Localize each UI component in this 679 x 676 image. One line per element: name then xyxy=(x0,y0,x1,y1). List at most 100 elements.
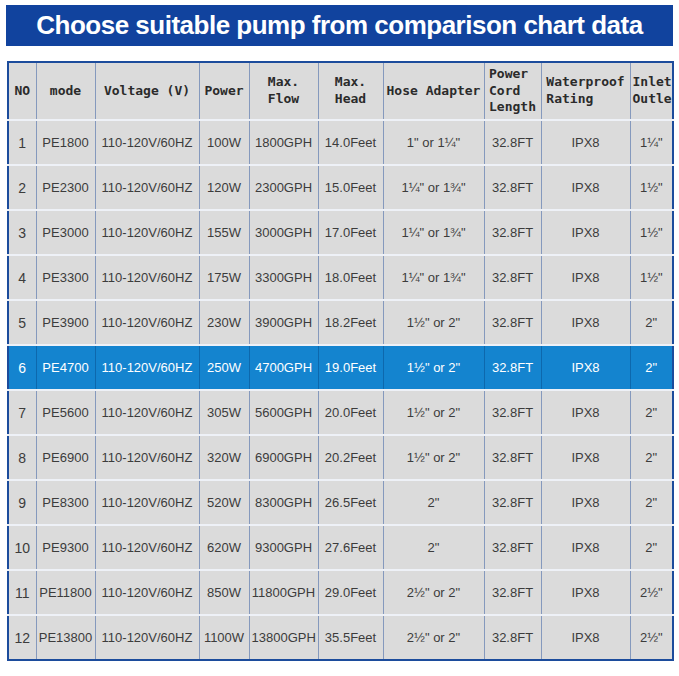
table-cell: 27.6Feet xyxy=(318,525,383,570)
table-cell: PE8300 xyxy=(36,480,95,525)
table-cell: PE2300 xyxy=(36,165,95,210)
column-header-label: Inlet/ Outlet xyxy=(633,74,674,108)
table-cell: 110-120V/60HZ xyxy=(95,210,199,255)
table-cell: 110-120V/60HZ xyxy=(95,390,199,435)
table-cell: 850W xyxy=(199,570,249,615)
table-cell: 20.2Feet xyxy=(318,435,383,480)
column-header-label: Voltage (V) xyxy=(104,83,190,100)
table-cell: 2" xyxy=(383,525,484,570)
table-cell: 110-120V/60HZ xyxy=(95,345,199,390)
table-cell: 32.8FT xyxy=(484,165,541,210)
table-cell: 230W xyxy=(199,300,249,345)
column-header-label: Hose Adapter xyxy=(387,83,481,100)
table-cell: 4700GPH xyxy=(249,345,318,390)
column-header: NO xyxy=(8,62,36,120)
table-cell: 5600GPH xyxy=(249,390,318,435)
table-cell: IPX8 xyxy=(541,390,630,435)
table-cell: 2" xyxy=(383,480,484,525)
table-cell: 32.8FT xyxy=(484,255,541,300)
table-cell: IPX8 xyxy=(541,525,630,570)
column-header: Waterproof Rating xyxy=(541,62,630,120)
table-row: 6PE4700110-120V/60HZ250W4700GPH19.0Feet1… xyxy=(8,345,673,390)
table-cell: 2" xyxy=(630,390,673,435)
table-cell: 1100W xyxy=(199,615,249,660)
table-cell: 32.8FT xyxy=(484,525,541,570)
table-cell: 5 xyxy=(8,300,36,345)
table-cell: 3 xyxy=(8,210,36,255)
table-cell: 1¼" xyxy=(630,120,673,165)
table-cell: 110-120V/60HZ xyxy=(95,255,199,300)
table-cell: 4 xyxy=(8,255,36,300)
table-cell: IPX8 xyxy=(541,345,630,390)
table-row: 4PE3300110-120V/60HZ175W3300GPH18.0Feet1… xyxy=(8,255,673,300)
table-cell: 18.0Feet xyxy=(318,255,383,300)
table-cell: 2" xyxy=(630,300,673,345)
table-cell: 110-120V/60HZ xyxy=(95,615,199,660)
table-head: NOmode Voltage (V) Power Max. Flow Max. Head… xyxy=(8,62,673,120)
table-cell: 7 xyxy=(8,390,36,435)
table-cell: 29.0Feet xyxy=(318,570,383,615)
table-cell: 20.0Feet xyxy=(318,390,383,435)
pump-comparison-table: NOmode Voltage (V) Power Max. Flow Max. Head… xyxy=(7,61,674,661)
table-cell: 11800GPH xyxy=(249,570,318,615)
table-cell: PE3900 xyxy=(36,300,95,345)
table-cell: 6 xyxy=(8,345,36,390)
table-cell: 17.0Feet xyxy=(318,210,383,255)
title-banner: Choose suitable pump from comparison cha… xyxy=(6,5,673,46)
table-cell: PE6900 xyxy=(36,435,95,480)
table-cell: IPX8 xyxy=(541,615,630,660)
table-cell: 2" xyxy=(630,345,673,390)
table-cell: PE3000 xyxy=(36,210,95,255)
table-row: 3PE3000110-120V/60HZ155W3000GPH17.0Feet1… xyxy=(8,210,673,255)
table-cell: PE1800 xyxy=(36,120,95,165)
column-header-label: Power Cord Length xyxy=(489,66,536,117)
table-cell: 32.8FT xyxy=(484,390,541,435)
column-header-label: Max. Head xyxy=(335,74,366,108)
table-cell: 19.0Feet xyxy=(318,345,383,390)
table-cell: 250W xyxy=(199,345,249,390)
table-cell: 1½" or 2" xyxy=(383,390,484,435)
table-cell: PE9300 xyxy=(36,525,95,570)
table-row: 9PE8300110-120V/60HZ520W8300GPH26.5Feet2… xyxy=(8,480,673,525)
table-cell: 1" or 1¼" xyxy=(383,120,484,165)
table-cell: 305W xyxy=(199,390,249,435)
table-header-row: NOmode Voltage (V) Power Max. Flow Max. Head… xyxy=(8,62,673,120)
table-cell: 110-120V/60HZ xyxy=(95,120,199,165)
table-cell: 2" xyxy=(630,525,673,570)
table-cell: 120W xyxy=(199,165,249,210)
table-cell: 620W xyxy=(199,525,249,570)
table-cell: 1 xyxy=(8,120,36,165)
table-cell: 2½" or 2" xyxy=(383,615,484,660)
column-header: mode xyxy=(36,62,95,120)
table-cell: 1½" xyxy=(630,210,673,255)
table-cell: 11 xyxy=(8,570,36,615)
table-cell: 2½" or 2" xyxy=(383,570,484,615)
table-row: 1PE1800110-120V/60HZ100W1800GPH14.0Feet1… xyxy=(8,120,673,165)
column-header-label: Power xyxy=(204,83,243,100)
page-title: Choose suitable pump from comparison cha… xyxy=(36,10,642,41)
table-cell: PE3300 xyxy=(36,255,95,300)
table-cell: 1½" xyxy=(630,255,673,300)
table-cell: 1½" or 2" xyxy=(383,435,484,480)
column-header-label: Waterproof Rating xyxy=(546,74,624,108)
table-cell: PE13800 xyxy=(36,615,95,660)
table-cell: 520W xyxy=(199,480,249,525)
table-cell: 3900GPH xyxy=(249,300,318,345)
table-cell: 10 xyxy=(8,525,36,570)
table-cell: 2 xyxy=(8,165,36,210)
column-header: Power Cord Length xyxy=(484,62,541,120)
table-cell: 110-120V/60HZ xyxy=(95,525,199,570)
table-cell: 35.5Feet xyxy=(318,615,383,660)
table-cell: 110-120V/60HZ xyxy=(95,570,199,615)
table-cell: 155W xyxy=(199,210,249,255)
column-header: Power xyxy=(199,62,249,120)
table-cell: 32.8FT xyxy=(484,120,541,165)
table-cell: 1800GPH xyxy=(249,120,318,165)
table-cell: IPX8 xyxy=(541,165,630,210)
table-cell: 32.8FT xyxy=(484,615,541,660)
column-header-label: Max. Flow xyxy=(268,74,299,108)
table-cell: 8300GPH xyxy=(249,480,318,525)
table-cell: 13800GPH xyxy=(249,615,318,660)
table-cell: 320W xyxy=(199,435,249,480)
column-header: Inlet/ Outlet xyxy=(630,62,673,120)
